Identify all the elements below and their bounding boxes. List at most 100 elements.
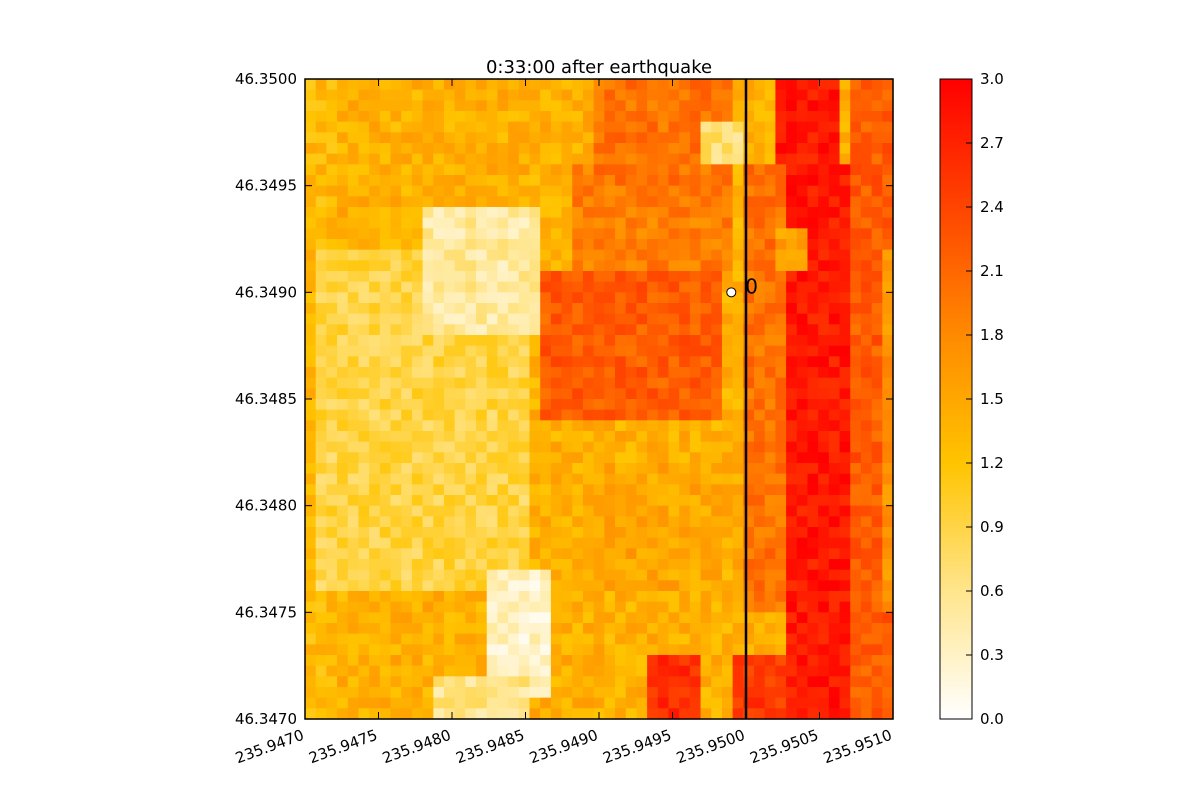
heatmap-cell <box>305 143 317 155</box>
heatmap-cell <box>871 505 883 517</box>
heatmap-cell <box>636 303 648 315</box>
heatmap-cell <box>582 633 595 645</box>
heatmap-cell <box>476 303 488 315</box>
heatmap-cell <box>828 495 841 507</box>
heatmap-cell <box>561 89 573 101</box>
heatmap-cell <box>518 303 531 315</box>
heatmap-cell <box>401 164 413 176</box>
heatmap-cell <box>807 633 819 645</box>
heatmap-cell <box>422 431 434 443</box>
heatmap-cell <box>828 644 841 656</box>
heatmap-cell <box>850 367 862 379</box>
heatmap-cell <box>358 111 370 123</box>
heatmap-cell <box>358 303 370 315</box>
heatmap-cell <box>326 516 338 528</box>
heatmap-cell <box>700 697 712 709</box>
heatmap-cell <box>540 537 552 549</box>
heatmap-cell <box>486 249 499 261</box>
heatmap-cell <box>604 356 616 368</box>
heatmap-cell <box>732 569 744 581</box>
heatmap-cell <box>711 345 723 357</box>
heatmap-cell <box>775 185 787 197</box>
heatmap-cell <box>518 175 531 187</box>
heatmap-cell <box>647 143 659 155</box>
heatmap-cell <box>871 121 883 133</box>
heatmap-cell <box>668 153 680 165</box>
heatmap-cell <box>647 431 659 443</box>
heatmap-cell <box>754 527 766 539</box>
heatmap-cell <box>668 665 680 677</box>
heatmap-cell <box>604 612 616 624</box>
heatmap-cell <box>518 143 531 155</box>
heatmap-cell <box>593 431 605 443</box>
heatmap-cell <box>807 601 819 613</box>
heatmap-cell <box>839 495 851 507</box>
heatmap-cell <box>572 260 584 272</box>
heatmap-cell <box>711 431 723 443</box>
heatmap-cell <box>647 121 659 133</box>
heatmap-cell <box>454 196 466 208</box>
heatmap-cell <box>358 281 370 293</box>
heatmap-cell <box>839 388 851 400</box>
heatmap-cell <box>818 377 830 389</box>
heatmap-cell <box>508 111 520 123</box>
heatmap-cell <box>625 121 638 133</box>
heatmap-cell <box>486 271 499 283</box>
heatmap-cell <box>305 420 317 432</box>
heatmap-cell <box>796 100 809 112</box>
heatmap-cell <box>433 281 445 293</box>
heatmap-cell <box>315 655 327 667</box>
heatmap-cell <box>764 239 776 251</box>
heatmap-cell <box>604 399 616 411</box>
colorbar-tick-label: 1.8 <box>980 326 1004 344</box>
heatmap-cell <box>764 292 776 304</box>
heatmap-cell <box>443 313 456 325</box>
heatmap-cell <box>743 463 755 475</box>
heatmap-cell <box>561 356 573 368</box>
heatmap-cell <box>508 356 520 368</box>
heatmap-cell <box>882 345 894 357</box>
heatmap-cell <box>540 153 552 165</box>
heatmap-cell <box>807 313 819 325</box>
heatmap-cell <box>732 623 744 635</box>
heatmap-cell <box>860 495 873 507</box>
heatmap-cell <box>422 463 434 475</box>
heatmap-cell <box>390 79 402 91</box>
heatmap-cell <box>732 132 744 144</box>
heatmap-cell <box>550 185 563 197</box>
heatmap-cell <box>454 313 466 325</box>
heatmap-cell <box>443 580 456 592</box>
heatmap-cell <box>358 239 370 251</box>
heatmap-cell <box>401 612 413 624</box>
heatmap-cell <box>572 303 584 315</box>
heatmap-cell <box>700 559 712 571</box>
heatmap-cell <box>721 249 734 261</box>
heatmap-cell <box>839 463 851 475</box>
heatmap-cell <box>604 697 616 709</box>
heatmap-cell <box>743 313 755 325</box>
heatmap-cell <box>860 313 873 325</box>
heatmap-cell <box>550 153 563 165</box>
heatmap-cell <box>518 207 531 219</box>
heatmap-cell <box>860 591 873 603</box>
heatmap-cell <box>572 164 584 176</box>
heatmap-cell <box>786 313 798 325</box>
heatmap-cell <box>369 612 381 624</box>
heatmap-cell <box>379 623 392 635</box>
heatmap-cell <box>422 527 434 539</box>
heatmap-cell <box>764 484 776 496</box>
heatmap-cell <box>433 676 445 688</box>
heatmap-cell <box>305 324 317 336</box>
heatmap-cell <box>390 132 402 144</box>
heatmap-cell <box>764 324 776 336</box>
heatmap-cell <box>443 644 456 656</box>
heatmap-cell <box>775 633 787 645</box>
heatmap-cell <box>668 495 680 507</box>
heatmap-cell <box>540 399 552 411</box>
heatmap-cell <box>615 388 627 400</box>
heatmap-cell <box>604 516 616 528</box>
heatmap-cell <box>689 505 702 517</box>
heatmap-cell <box>700 196 712 208</box>
heatmap-cell <box>454 175 466 187</box>
heatmap-cell <box>476 569 488 581</box>
